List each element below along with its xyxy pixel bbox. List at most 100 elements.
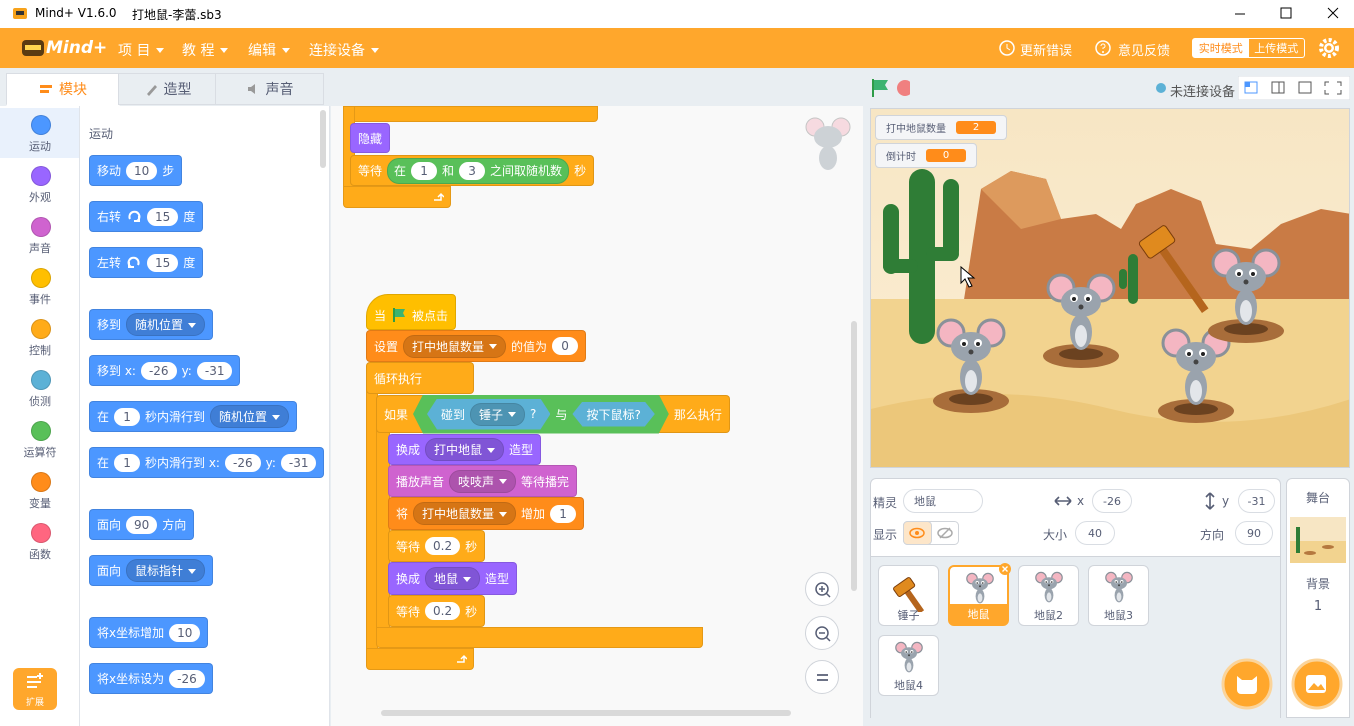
menu-action[interactable]: 意见反馈 — [1118, 44, 1171, 59]
block-dropdown[interactable]: 随机位置 — [126, 313, 206, 336]
code-block[interactable]: 将x坐标设为 -26 — [89, 663, 213, 694]
code-block[interactable]: 换成 打中地鼠 造型 — [388, 434, 542, 465]
zoom-button[interactable] — [805, 572, 839, 606]
code-block[interactable]: 移到 x: -26 y: -31 — [89, 355, 241, 386]
settings-icon[interactable] — [1318, 37, 1340, 59]
menu-item[interactable]: 编辑 — [248, 40, 290, 60]
size-field[interactable]: 40 — [1075, 521, 1115, 545]
script-scrollbar[interactable] — [851, 321, 857, 591]
code-block[interactable]: 在 1 秒内滑行到 随机位置 — [89, 401, 298, 432]
menu-action[interactable]: 更新错误 — [1020, 44, 1073, 59]
sprite-tile[interactable]: 地鼠3 — [1088, 565, 1149, 626]
boolean-block[interactable]: 碰到 锤子? 与 按下鼠标? — [413, 395, 669, 434]
block-input[interactable]: -31 — [280, 453, 317, 472]
block-input[interactable]: 1 — [114, 453, 141, 472]
block-input[interactable]: 10 — [169, 623, 201, 642]
category-item[interactable]: 变量 — [0, 472, 80, 518]
block-input[interactable]: 90 — [126, 515, 158, 534]
block-dropdown[interactable]: 打中地鼠数量 — [403, 334, 507, 358]
code-block[interactable]: 设置 打中地鼠数量 的值为 0 — [366, 330, 587, 362]
block-dropdown[interactable]: 锤子 — [470, 403, 525, 426]
category-item[interactable]: 侦测 — [0, 370, 80, 416]
direction-field[interactable]: 90 — [1235, 521, 1273, 545]
code-block[interactable]: 循环执行 — [366, 362, 474, 394]
category-item[interactable]: 外观 — [0, 166, 80, 212]
sprite-tile[interactable]: 锤子 — [878, 565, 939, 626]
code-block[interactable]: 如果 碰到 锤子? 与 按下鼠标? 那么执行 — [376, 395, 730, 433]
code-block[interactable]: 将打中地鼠数量 增加 1 — [388, 497, 585, 530]
code-block[interactable]: 播放声音 吱吱声 等待播完 — [388, 465, 578, 497]
category-item[interactable]: 运动 — [0, 115, 80, 161]
block-input[interactable]: 10 — [126, 161, 158, 180]
zoom-button[interactable] — [805, 616, 839, 650]
code-block[interactable]: 将x坐标增加 10 — [89, 617, 209, 648]
visibility-toggle[interactable] — [903, 521, 959, 545]
palette-scrollbar[interactable] — [320, 110, 326, 168]
block-dropdown[interactable]: 打中地鼠数量 — [413, 502, 517, 525]
run-controls[interactable] — [870, 77, 910, 99]
editor-tab[interactable]: 造型 — [118, 73, 217, 105]
boolean-block[interactable]: 按下鼠标? — [572, 402, 654, 427]
stage[interactable] — [870, 108, 1350, 468]
block-input[interactable]: 1 — [411, 161, 438, 180]
variable-monitor[interactable]: 打中地鼠数量 2 — [875, 115, 1007, 140]
code-block[interactable]: 移动 10 步 — [89, 155, 183, 186]
sprite-tile[interactable]: 地鼠 — [948, 563, 1011, 626]
reporter-block[interactable]: 在 1 和 3 之间取随机数 — [387, 157, 570, 184]
mode-button[interactable]: 上传模式 — [1254, 42, 1299, 55]
code-block[interactable]: 面向 90 方向 — [89, 509, 195, 540]
code-block[interactable]: 移到 随机位置 — [89, 309, 214, 340]
code-block[interactable]: 等待 0.2 秒 — [388, 595, 486, 627]
block-dropdown[interactable]: 打中地鼠 — [425, 438, 505, 461]
block-dropdown[interactable]: 地鼠 — [425, 567, 481, 590]
menu-item[interactable]: 教 程 — [182, 40, 228, 60]
sprite-tile[interactable]: 地鼠4 — [878, 635, 939, 696]
mode-button[interactable]: 实时模式 — [1193, 39, 1249, 57]
block-input[interactable]: 3 — [459, 161, 486, 180]
script-scrollbar[interactable] — [381, 710, 791, 716]
code-block[interactable]: 面向 鼠标指针 — [89, 555, 214, 586]
block-input[interactable]: 15 — [147, 207, 179, 226]
code-block[interactable]: 在 1 秒内滑行到 x: -26 y: -31 — [89, 447, 325, 478]
category-item[interactable]: 声音 — [0, 217, 80, 263]
layout-buttons[interactable] — [1238, 76, 1350, 100]
block-input[interactable]: -26 — [140, 361, 177, 380]
block-input[interactable]: -26 — [224, 453, 261, 472]
block-input[interactable]: -26 — [169, 669, 205, 688]
block-input[interactable]: 1 — [114, 407, 141, 426]
block-dropdown[interactable]: 随机位置 — [210, 405, 290, 428]
add-backdrop-button[interactable] — [1291, 658, 1343, 710]
block-dropdown[interactable]: 吱吱声 — [449, 469, 517, 493]
category-item[interactable]: 控制 — [0, 319, 80, 365]
boolean-block[interactable]: 碰到 锤子? — [427, 399, 550, 430]
extension-button[interactable]: 扩展 — [13, 668, 57, 710]
block-input[interactable]: -31 — [196, 361, 233, 380]
block-input[interactable]: 0.2 — [425, 537, 461, 555]
x-field[interactable]: -26 — [1092, 489, 1132, 513]
menu-item[interactable]: 连接设备 — [309, 40, 379, 60]
window-controls[interactable] — [1225, 0, 1354, 28]
block-input[interactable]: 0.2 — [425, 602, 461, 620]
sprite-name-field[interactable]: 地鼠 — [903, 489, 983, 513]
add-sprite-button[interactable] — [1221, 658, 1273, 710]
y-field[interactable]: -31 — [1238, 489, 1275, 513]
code-block[interactable]: 左转 15 度 — [89, 247, 204, 278]
editor-tab[interactable]: 模块 — [6, 73, 120, 106]
code-block[interactable]: 隐藏 — [350, 123, 391, 153]
block-input[interactable]: 1 — [550, 504, 577, 523]
editor-tab[interactable]: 声音 — [215, 73, 324, 105]
code-block[interactable]: 等待 0.2 秒 — [388, 530, 486, 562]
category-item[interactable]: 事件 — [0, 268, 80, 314]
variable-monitor[interactable]: 倒计时 0 — [875, 143, 977, 168]
menu-item[interactable]: 项 目 — [118, 40, 164, 60]
block-dropdown[interactable]: 鼠标指针 — [126, 559, 206, 582]
zoom-button[interactable] — [805, 660, 839, 694]
code-block[interactable]: 等待在 1 和 3 之间取随机数秒 — [350, 155, 595, 186]
category-item[interactable]: 函数 — [0, 523, 80, 569]
block-input[interactable]: 15 — [147, 253, 179, 272]
code-block[interactable]: 换成 地鼠 造型 — [388, 562, 518, 595]
sprite-tile[interactable]: 地鼠2 — [1018, 565, 1079, 626]
code-block[interactable]: 右转 15 度 — [89, 201, 204, 232]
code-block[interactable]: 当 被点击 — [366, 294, 457, 330]
block-input[interactable]: 0 — [552, 337, 579, 355]
